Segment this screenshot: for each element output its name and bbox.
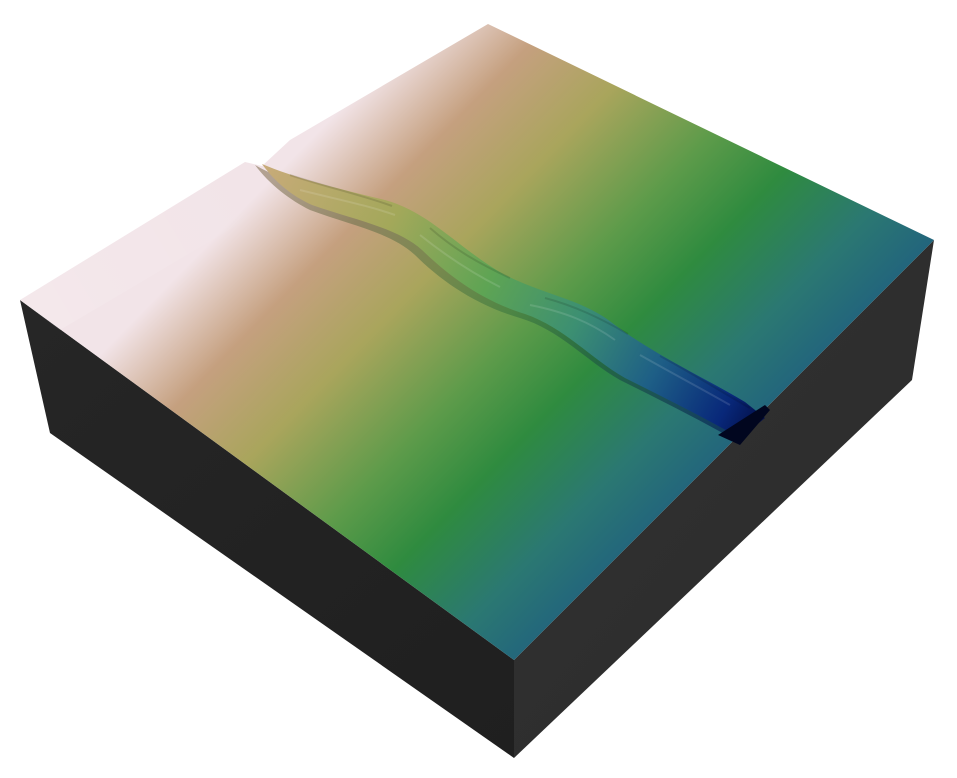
channel-bed [262,164,765,438]
block-right-face [514,240,934,758]
block-left-face [20,300,514,758]
channel-ripples-dark [289,174,751,409]
channel-outlet-notch [718,405,770,445]
terrain-top-surface [20,24,934,660]
channel-ripples [299,189,731,406]
